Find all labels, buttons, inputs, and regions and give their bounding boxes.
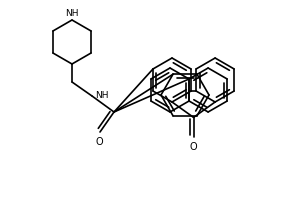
Text: NH: NH [65, 9, 79, 18]
Text: NH: NH [95, 90, 109, 99]
Text: O: O [190, 142, 197, 152]
Text: O: O [95, 137, 103, 147]
